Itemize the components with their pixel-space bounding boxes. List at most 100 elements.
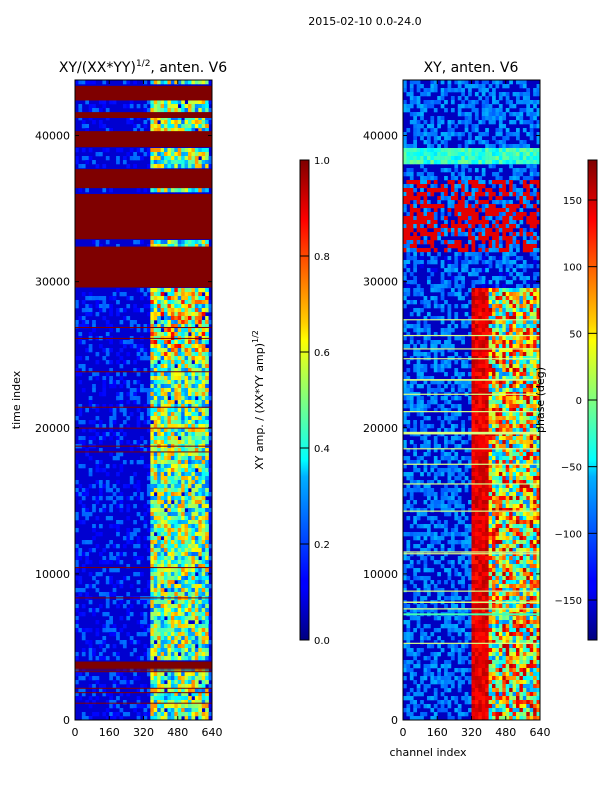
heatmap-cell <box>208 492 212 497</box>
heatmap-cell <box>167 580 172 585</box>
heatmap-cell <box>140 704 144 709</box>
heatmap-cell <box>188 548 192 553</box>
heatmap-cell <box>498 276 503 281</box>
heatmap-cell <box>474 180 479 185</box>
heatmap-cell <box>116 688 120 693</box>
heatmap-cell <box>164 388 168 393</box>
heatmap-cell <box>454 80 459 85</box>
heatmap-cell <box>409 256 414 261</box>
heatmap-cell <box>170 632 175 637</box>
heatmap-cell <box>102 424 107 429</box>
heatmap-cell <box>430 296 435 301</box>
heatmap-cell <box>157 396 161 401</box>
heatmap-cell <box>146 584 151 589</box>
heatmap-cell <box>150 164 155 169</box>
heatmap-cell <box>174 324 179 329</box>
heatmap-cell <box>413 368 417 373</box>
heatmap-cell <box>112 592 117 597</box>
heatmap-cell <box>423 168 428 173</box>
heatmap-cell <box>485 296 489 301</box>
heatmap-cell <box>509 200 513 205</box>
heatmap-cell <box>420 240 424 245</box>
heatmap-cell <box>143 716 148 720</box>
heatmap-cell <box>177 348 182 353</box>
heatmap-cell <box>478 152 483 157</box>
heatmap-cell <box>433 360 438 365</box>
heatmap-cell <box>457 132 462 137</box>
heatmap-cell <box>136 656 141 661</box>
heatmap-cell <box>522 316 527 321</box>
heatmap-cell <box>529 332 534 337</box>
heatmap-cell <box>474 108 479 113</box>
heatmap-cell <box>122 676 127 681</box>
heatmap-cell <box>522 92 527 97</box>
heatmap-cell <box>485 212 489 217</box>
heatmap-cell <box>174 568 179 573</box>
heatmap-cell <box>474 168 479 173</box>
heatmap-cell <box>174 544 179 549</box>
heatmap-cell <box>174 304 179 309</box>
heatmap-cell <box>468 160 472 165</box>
heatmap-cell <box>150 588 155 593</box>
heatmap-cell <box>78 404 83 409</box>
heatmap-cell <box>105 360 110 365</box>
heatmap-cell <box>102 548 107 553</box>
heatmap-cell <box>208 320 212 325</box>
heatmap-cell <box>170 496 175 501</box>
heatmap-cell <box>150 700 155 705</box>
heatmap-cell <box>413 352 417 357</box>
heatmap-cell <box>81 540 86 545</box>
heatmap-cell <box>119 708 124 713</box>
heatmap-cell <box>447 244 452 249</box>
heatmap-cell <box>174 432 179 437</box>
heatmap-cell <box>157 624 161 629</box>
heatmap-cell <box>423 304 428 309</box>
heatmap-cell <box>205 108 209 113</box>
heatmap-cell <box>201 540 206 545</box>
heatmap-cell <box>481 332 486 337</box>
heatmap-cell <box>78 500 83 505</box>
heatmap-cell <box>461 196 465 201</box>
heatmap-cell <box>536 180 540 185</box>
heatmap-cell <box>454 224 459 229</box>
heatmap-cell <box>164 612 168 617</box>
heatmap-cell <box>519 324 524 329</box>
heatmap-cell <box>423 204 428 209</box>
heatmap-cell <box>160 676 165 681</box>
heatmap-cell <box>474 196 479 201</box>
heatmap-cell <box>478 296 483 301</box>
heatmap-cell <box>170 308 175 313</box>
heatmap-cell <box>136 640 141 645</box>
heatmap-cell <box>505 308 510 313</box>
heatmap-cell <box>181 404 185 409</box>
heatmap-cell <box>188 564 192 569</box>
heatmap-cell <box>457 272 462 277</box>
heatmap-cell <box>170 428 175 433</box>
heatmap-cell <box>184 296 189 301</box>
heatmap-cell <box>208 300 212 305</box>
heatmap-cell <box>164 408 168 413</box>
heatmap-cell <box>98 100 103 105</box>
heatmap-cell <box>461 100 465 105</box>
heatmap-cell <box>92 296 96 301</box>
heatmap-cell <box>160 352 165 357</box>
heatmap-cell <box>519 228 524 233</box>
heatmap-cell <box>505 224 510 229</box>
heatmap-cell <box>146 656 151 661</box>
heatmap-cell <box>174 160 179 165</box>
heatmap-cell <box>167 376 172 381</box>
heatmap-cell <box>92 576 96 581</box>
heatmap-cell <box>533 148 537 153</box>
heatmap-cell <box>184 360 189 365</box>
heatmap-cell <box>403 372 407 377</box>
heatmap-cell <box>194 620 199 625</box>
heatmap-cell <box>157 560 161 565</box>
heatmap-cell <box>116 532 120 537</box>
heatmap-cell <box>184 416 189 421</box>
heatmap-cell <box>471 156 476 161</box>
heatmap-cell <box>160 440 165 445</box>
heatmap-cell <box>136 344 141 349</box>
heatmap-cell <box>167 440 172 445</box>
heatmap-cell <box>454 372 459 377</box>
heatmap-cell <box>188 428 192 433</box>
